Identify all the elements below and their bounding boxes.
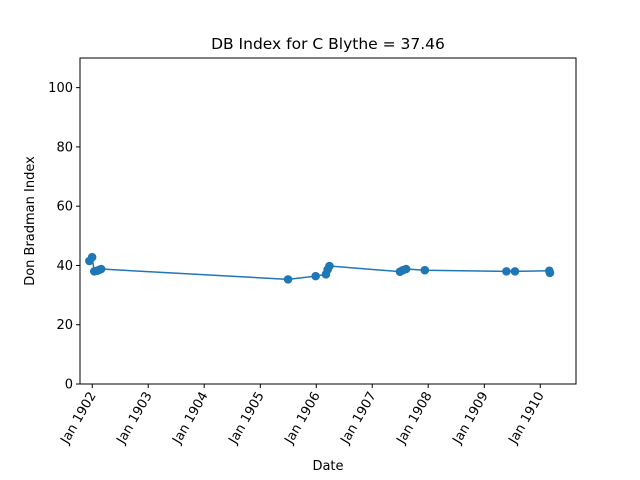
data-point <box>325 261 334 271</box>
data-point <box>96 264 106 274</box>
data-point <box>283 275 293 284</box>
data-point <box>420 265 430 275</box>
data-point <box>502 267 511 276</box>
data-point <box>311 271 320 281</box>
data-point <box>545 268 555 278</box>
plot-frame <box>79 57 577 385</box>
data-point <box>510 267 520 276</box>
y-tick-label: 40 <box>56 259 73 274</box>
y-axis-label: Don Bradman Index <box>23 156 38 286</box>
chart-title: DB Index for C Blythe = 37.46 <box>211 35 445 53</box>
data-point <box>87 252 97 262</box>
series-layer <box>85 252 555 284</box>
plot-area <box>80 58 576 384</box>
y-tick-label: 60 <box>56 200 73 215</box>
y-tick-label: 0 <box>65 378 73 393</box>
y-tick-label: 100 <box>48 81 73 96</box>
y-tick-label: 20 <box>56 318 73 333</box>
x-axis-label: Date <box>312 459 343 474</box>
data-point <box>401 264 411 274</box>
y-axis: 0 20 40 60 80 100 <box>48 81 80 393</box>
y-tick-label: 80 <box>56 140 73 155</box>
